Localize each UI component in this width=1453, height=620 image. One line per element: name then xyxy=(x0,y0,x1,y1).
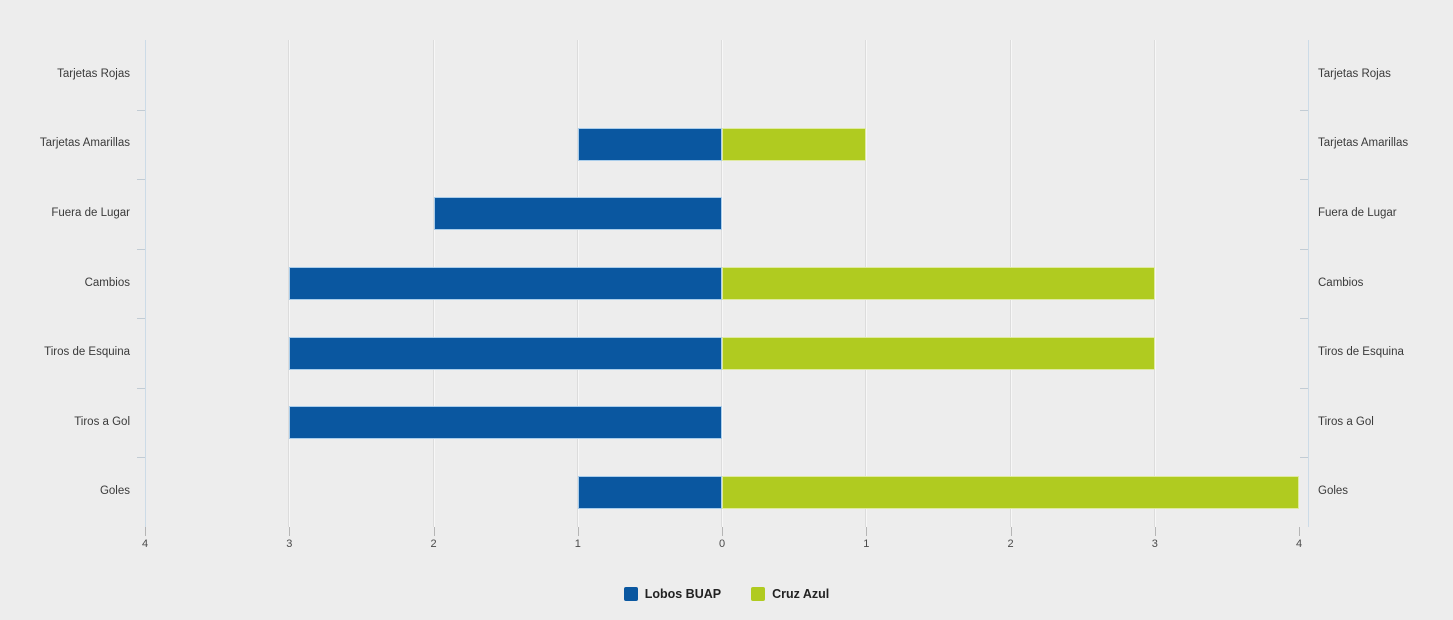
category-label-right: Tarjetas Amarillas xyxy=(1318,137,1409,150)
bar-lobos-buap-tiros-a-gol xyxy=(289,406,722,440)
x-axis-tick-label: 1 xyxy=(863,538,870,550)
x-axis-tick-label: 4 xyxy=(1295,538,1303,550)
x-axis-tick-label: 0 xyxy=(718,538,726,550)
legend-swatch-blue-icon xyxy=(623,587,638,601)
gridline xyxy=(1153,40,1156,527)
category-label-left: Tarjetas Rojas xyxy=(57,67,130,80)
bar-cruz-azul-goles xyxy=(722,475,1299,509)
legend: Lobos BUAP Cruz Azul xyxy=(0,587,1453,601)
legend-item-lobos-buap[interactable]: Lobos BUAP xyxy=(623,586,722,601)
x-axis-tick-mark xyxy=(1154,527,1156,536)
legend-label-cruz-azul: Cruz Azul xyxy=(772,586,830,601)
left-axis-tick xyxy=(137,179,145,180)
x-axis-tick-label: 2 xyxy=(1007,538,1014,550)
x-axis-tick-mark xyxy=(577,527,579,536)
left-axis-tick xyxy=(137,388,145,389)
right-axis-tick xyxy=(1300,110,1308,111)
category-label-right: Tiros a Gol xyxy=(1318,415,1374,428)
category-label-left: Cambios xyxy=(84,276,130,289)
category-label-right: Goles xyxy=(1318,485,1349,498)
bar-cruz-azul-tarjetas-amarillas xyxy=(722,127,867,161)
right-axis-tick xyxy=(1300,249,1308,250)
category-label-left: Tarjetas Amarillas xyxy=(39,137,130,150)
x-axis-tick-label: 4 xyxy=(141,538,149,550)
left-axis-tick xyxy=(137,457,145,458)
right-axis-tick xyxy=(1300,388,1308,389)
left-axis-tick xyxy=(137,110,145,111)
x-axis-tick-label: 1 xyxy=(574,538,581,550)
right-axis-tick xyxy=(1300,179,1308,180)
category-label-right: Tarjetas Rojas xyxy=(1318,67,1391,80)
category-label-left: Fuera de Lugar xyxy=(51,206,130,219)
x-axis-tick-label: 2 xyxy=(430,538,437,550)
x-axis-tick-label: 3 xyxy=(1151,538,1158,550)
bar-lobos-buap-cambios xyxy=(289,267,722,300)
bar-lobos-buap-tiros-de-esquina xyxy=(289,336,722,370)
bar-lobos-buap-tarjetas-amarillas xyxy=(577,127,722,161)
x-axis-tick-mark xyxy=(289,527,291,536)
legend-item-cruz-azul[interactable]: Cruz Azul xyxy=(751,587,829,601)
category-label-left: Goles xyxy=(99,485,130,498)
x-axis-tick-mark xyxy=(1299,527,1300,536)
x-axis-tick-mark xyxy=(1010,527,1012,536)
bar-cruz-azul-cambios xyxy=(722,267,1155,300)
category-label-right: Tiros de Esquina xyxy=(1318,346,1404,359)
left-axis-tick xyxy=(137,318,145,319)
x-axis-tick-mark xyxy=(722,527,723,536)
bar-cruz-azul-tiros-de-esquina xyxy=(722,336,1155,370)
x-axis-tick-mark xyxy=(866,527,868,536)
category-label-right: Fuera de Lugar xyxy=(1318,206,1397,219)
bar-lobos-buap-goles xyxy=(577,475,722,509)
right-axis-tick xyxy=(1300,457,1308,458)
x-axis-tick-label: 3 xyxy=(286,538,293,550)
x-axis-tick-mark xyxy=(433,527,435,536)
category-label-left: Tiros a Gol xyxy=(74,415,130,428)
right-axis-line xyxy=(1308,40,1309,527)
right-axis-tick xyxy=(1300,318,1308,319)
category-label-right: Cambios xyxy=(1318,276,1364,289)
x-axis-tick-mark xyxy=(145,527,146,536)
category-label-left: Tiros de Esquina xyxy=(44,346,130,359)
legend-label-lobos-buap: Lobos BUAP xyxy=(644,586,722,601)
left-axis-line xyxy=(145,40,146,527)
bar-lobos-buap-fuera-de-lugar xyxy=(433,197,722,231)
left-axis-tick xyxy=(137,249,145,250)
legend-swatch-green-icon xyxy=(751,587,766,601)
